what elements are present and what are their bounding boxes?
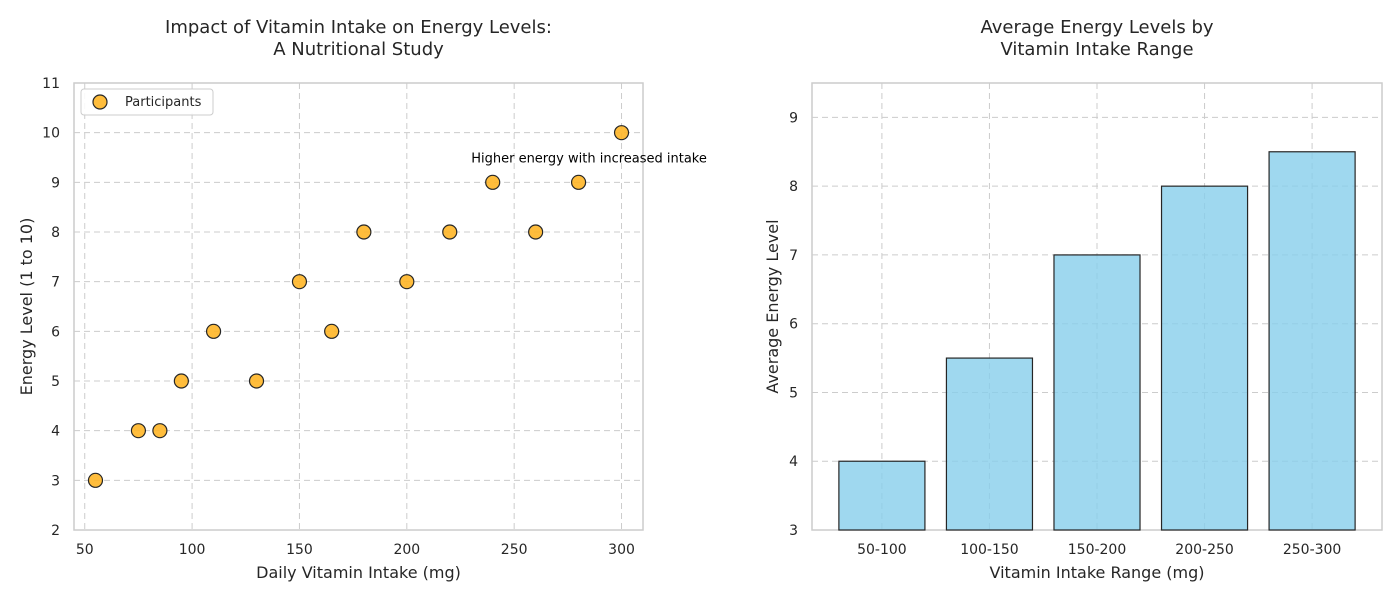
bar-title-line-1: Average Energy Levels by: [980, 17, 1213, 38]
scatter-x-tick-label: 100: [179, 542, 206, 558]
bar-y-axis-label: Average Energy Level: [763, 219, 782, 393]
bar-x-tick-label: 150-200: [1068, 542, 1127, 558]
scatter-point: [356, 224, 372, 240]
scatter-point: [528, 224, 544, 240]
scatter-y-tick-label: 4: [51, 424, 60, 440]
scatter-x-tick-label: 50: [76, 542, 94, 558]
bar-50-100: [838, 460, 926, 531]
bar-150-200: [1053, 254, 1141, 531]
bar-x-tick-label: 200-250: [1175, 542, 1234, 558]
scatter-x-tick-label: 150: [286, 542, 313, 558]
scatter-point: [613, 125, 630, 141]
bar-chart: 50-100 100-150 150-200 200-250 250-300 3 4 5 6 7 8…: [763, 17, 1383, 582]
scatter-y-tick-label: 2: [51, 523, 60, 539]
scatter-y-tick-label: 9: [51, 175, 60, 191]
bar-y-tick-label: 8: [789, 179, 798, 195]
bar-y-tick-label: 7: [789, 248, 798, 264]
scatter-legend-marker: [92, 94, 108, 110]
scatter-point: [130, 423, 147, 439]
scatter-y-axis-label: Energy Level (1 to 10): [17, 218, 36, 396]
scatter-point: [485, 174, 501, 190]
bar-x-tick-label: 50-100: [857, 542, 907, 558]
scatter-plot-frame: [73, 82, 644, 531]
scatter-y-tick-label: 3: [51, 473, 60, 489]
scatter-point: [399, 274, 415, 290]
bar-y-tick-label: 9: [789, 110, 798, 126]
scatter-legend: Participants: [80, 88, 214, 116]
scatter-chart: 50 100 150 200 250 300 2 3 4 5 6 7 8 9 10 11 Impact of V…: [17, 17, 707, 582]
scatter-legend-frame: [80, 88, 214, 116]
bar-x-axis-label: Vitamin Intake Range (mg): [990, 563, 1205, 582]
scatter-y-tick-label: 5: [51, 374, 60, 390]
bar-y-tick-label: 3: [789, 523, 798, 539]
scatter-title-line-1: Impact of Vitamin Intake on Energy Level…: [165, 17, 552, 38]
scatter-point: [205, 323, 222, 339]
scatter-point: [152, 423, 168, 439]
scatter-point: [324, 323, 340, 339]
bar-200-250: [1160, 185, 1249, 531]
bar-250-300: [1268, 151, 1356, 531]
bar-title-line-2: Vitamin Intake Range: [1000, 39, 1193, 60]
bar-y-tick-label: 5: [789, 385, 798, 401]
scatter-y-tick-label: 10: [42, 126, 60, 142]
bar-100-150: [945, 357, 1034, 531]
scatter-annotation: Higher energy with increased intake: [471, 152, 707, 167]
scatter-point: [87, 472, 104, 488]
scatter-y-tick-label: 11: [42, 76, 60, 92]
bar-y-tick-label: 4: [789, 454, 798, 470]
scatter-point: [291, 274, 308, 290]
scatter-x-tick-label: 250: [501, 542, 528, 558]
scatter-title-line-2: A Nutritional Study: [273, 39, 444, 60]
bar-x-tick-label: 100-150: [960, 542, 1019, 558]
scatter-y-tick-label: 6: [51, 324, 60, 340]
bar-y-tick-label: 6: [789, 317, 798, 333]
scatter-point: [442, 224, 458, 240]
scatter-x-tick-label: 200: [393, 542, 420, 558]
scatter-point: [248, 373, 265, 389]
scatter-y-tick-label: 7: [51, 275, 60, 291]
scatter-x-axis-label: Daily Vitamin Intake (mg): [256, 563, 461, 582]
scatter-point: [570, 174, 587, 190]
bar-x-tick-label: 250-300: [1283, 542, 1342, 558]
scatter-x-tick-label: 300: [608, 542, 635, 558]
scatter-legend-label: Participants: [125, 95, 202, 110]
scatter-point: [173, 373, 189, 389]
scatter-y-tick-label: 8: [51, 225, 60, 241]
